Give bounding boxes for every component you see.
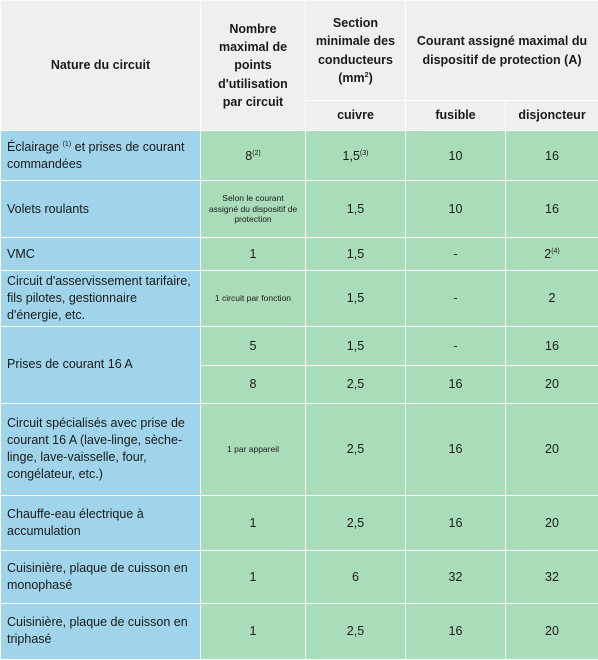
fuse-cell: 16 bbox=[406, 603, 506, 659]
breaker-cell: 20 bbox=[506, 365, 598, 403]
table-row: Cuisinière, plaque de cuisson en monopha… bbox=[1, 550, 598, 603]
fuse-cell: 16 bbox=[406, 403, 506, 495]
points-cell: 8 bbox=[201, 365, 306, 403]
breaker-cell: 16 bbox=[506, 326, 598, 365]
breaker-cell: 16 bbox=[506, 181, 598, 238]
breaker-cell: 20 bbox=[506, 603, 598, 659]
table-head: Nature du circuit Nombre maximal de poin… bbox=[1, 1, 598, 131]
circuit-name: Circuit spécialisés avec prise de couran… bbox=[1, 403, 201, 495]
header-cell: Courant assigné maximal du dispositif de… bbox=[406, 1, 598, 101]
fuse-cell: - bbox=[406, 271, 506, 327]
points-cell: Selon le courant assigné du dispositif d… bbox=[201, 181, 306, 238]
breaker-cell: 20 bbox=[506, 495, 598, 550]
circuit-name: Circuit d'asservissement tarifaire, fils… bbox=[1, 271, 201, 327]
fuse-cell: 10 bbox=[406, 131, 506, 181]
points-cell: 1 par appareil bbox=[201, 403, 306, 495]
section-cell: 1,5(3) bbox=[306, 131, 406, 181]
fuse-cell: - bbox=[406, 326, 506, 365]
circuit-name: Prises de courant 16 A bbox=[1, 326, 201, 403]
circuit-name: Éclairage (1) et prises de courant comma… bbox=[1, 131, 201, 181]
header-cell: fusible bbox=[406, 101, 506, 131]
points-cell: 1 bbox=[201, 603, 306, 659]
breaker-cell: 32 bbox=[506, 550, 598, 603]
section-cell: 2,5 bbox=[306, 403, 406, 495]
header-cell: disjoncteur bbox=[506, 101, 598, 131]
breaker-cell: 20 bbox=[506, 403, 598, 495]
points-cell: 1 circuit par fonction bbox=[201, 271, 306, 327]
circuit-name: Cuisinière, plaque de cuisson en triphas… bbox=[1, 603, 201, 659]
table-row: Circuit d'asservissement tarifaire, fils… bbox=[1, 271, 598, 327]
circuit-name: Chauffe-eau électrique à accumulation bbox=[1, 495, 201, 550]
points-cell: 5 bbox=[201, 326, 306, 365]
breaker-cell: 16 bbox=[506, 131, 598, 181]
table-row: Cuisinière, plaque de cuisson en triphas… bbox=[1, 603, 598, 659]
fuse-cell: 10 bbox=[406, 181, 506, 238]
table-row: Éclairage (1) et prises de courant comma… bbox=[1, 131, 598, 181]
points-cell: 8(2) bbox=[201, 131, 306, 181]
header-cell: Nombre maximal de points d'utilisation p… bbox=[201, 1, 306, 131]
breaker-cell: 2(4) bbox=[506, 238, 598, 271]
section-cell: 1,5 bbox=[306, 271, 406, 327]
points-cell: 1 bbox=[201, 238, 306, 271]
header-cell: cuivre bbox=[306, 101, 406, 131]
section-cell: 1,5 bbox=[306, 326, 406, 365]
circuit-name: Volets roulants bbox=[1, 181, 201, 238]
fuse-cell: 32 bbox=[406, 550, 506, 603]
fuse-cell: - bbox=[406, 238, 506, 271]
header-cell: Nature du circuit bbox=[1, 1, 201, 131]
fuse-cell: 16 bbox=[406, 495, 506, 550]
header-cell: Section minimale des conducteurs (mm2) bbox=[306, 1, 406, 101]
fuse-cell: 16 bbox=[406, 365, 506, 403]
circuit-name: Cuisinière, plaque de cuisson en monopha… bbox=[1, 550, 201, 603]
breaker-cell: 2 bbox=[506, 271, 598, 327]
table-body: Éclairage (1) et prises de courant comma… bbox=[1, 131, 598, 660]
table-row: Circuit spécialisés avec prise de couran… bbox=[1, 403, 598, 495]
points-cell: 1 bbox=[201, 495, 306, 550]
section-cell: 2,5 bbox=[306, 603, 406, 659]
section-cell: 1,5 bbox=[306, 238, 406, 271]
points-cell: 1 bbox=[201, 550, 306, 603]
section-cell: 6 bbox=[306, 550, 406, 603]
circuit-name: VMC bbox=[1, 238, 201, 271]
section-cell: 1,5 bbox=[306, 181, 406, 238]
section-cell: 2,5 bbox=[306, 495, 406, 550]
section-cell: 2,5 bbox=[306, 365, 406, 403]
